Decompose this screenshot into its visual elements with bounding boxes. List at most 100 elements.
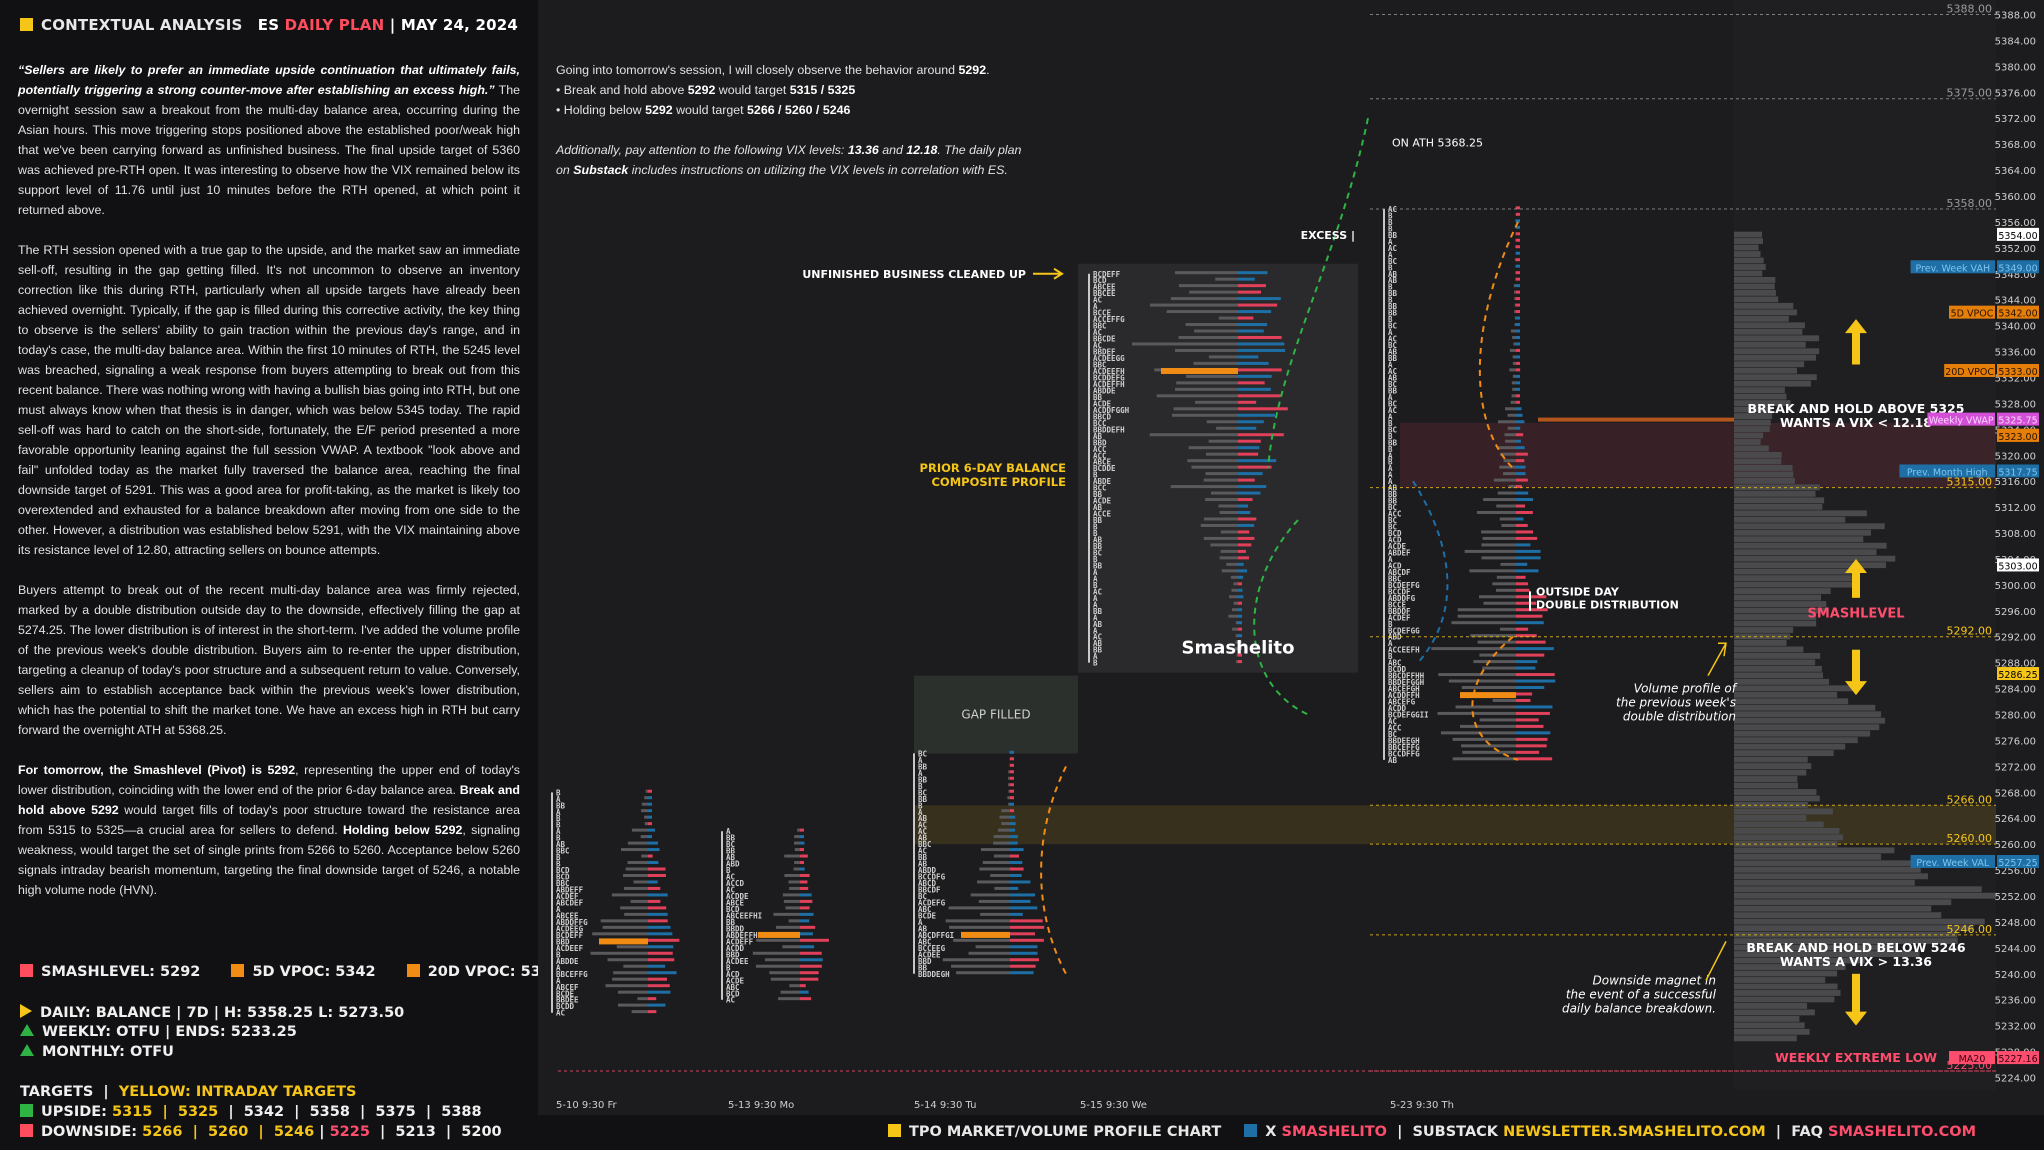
tpo-letters: ACDDFGGH xyxy=(1093,406,1130,415)
x-handle-link[interactable]: SMASHELITO xyxy=(1281,1124,1387,1140)
prev-week-volume-bar xyxy=(1734,309,1797,316)
tpo-letters: BCDDE xyxy=(1093,464,1116,473)
volume-bar-grey xyxy=(783,899,800,903)
tpo-letters: AB xyxy=(726,853,736,862)
price-tag-bg xyxy=(1997,558,2039,572)
volume-bar-grey xyxy=(1195,400,1238,404)
volume-bar xyxy=(1238,504,1248,508)
tpo-letters: AB xyxy=(1388,756,1398,765)
tpo-letters: A xyxy=(1388,639,1393,648)
tpo-letters: ACDEEGG xyxy=(1093,354,1125,363)
prev-week-volume-bar xyxy=(1734,244,1759,251)
tpo-letters: AC xyxy=(918,847,927,856)
tpo-letters: BB xyxy=(1093,542,1103,551)
volume-bar xyxy=(1516,387,1520,391)
tpo-letters: AC xyxy=(1388,205,1397,214)
volume-bar xyxy=(1238,394,1281,398)
volume-bar-grey xyxy=(794,835,800,839)
prev-week-volume-bar xyxy=(1734,341,1806,348)
tpo-letters: BCDEFF xyxy=(556,931,584,940)
tpo-letters: BC xyxy=(918,749,927,758)
volume-bar xyxy=(1516,277,1520,281)
tpo-letters: AB xyxy=(1388,484,1398,493)
tpo-letters: BC xyxy=(1388,341,1397,350)
volume-bar xyxy=(648,873,666,877)
plan-vix-note-2: on Substack includes instructions on uti… xyxy=(556,163,1008,177)
tpo-letters: BC xyxy=(1388,399,1397,408)
tpo-letters: AC xyxy=(726,996,735,1005)
volume-bar xyxy=(648,835,652,839)
volume-bar-grey xyxy=(1493,478,1516,482)
tpo-letters: BBCEFFG xyxy=(556,970,588,979)
volume-bar xyxy=(648,815,652,819)
tpo-letters: A xyxy=(1388,555,1393,564)
tpo-letters: ABCEE xyxy=(1093,283,1116,292)
tpo-letters: A xyxy=(918,769,923,778)
volume-bar-grey xyxy=(1008,802,1010,806)
prev-week-volume-bar xyxy=(1734,568,1854,575)
prev-week-volume-bar xyxy=(1734,918,1985,925)
tpo-letters: BBCEE xyxy=(1093,289,1116,298)
tpo-letters: BCDE xyxy=(556,989,575,998)
volume-bar xyxy=(1516,530,1534,534)
volume-bar xyxy=(1516,517,1524,521)
volume-bar xyxy=(1516,452,1528,456)
volume-bar-grey xyxy=(756,938,800,942)
price-tag-bg xyxy=(1997,227,2039,241)
volume-bar xyxy=(1010,867,1024,871)
prev-week-volume-bar xyxy=(1734,639,1787,646)
volume-bar xyxy=(800,861,804,865)
volume-bar-grey xyxy=(780,990,800,994)
y-tick-label: 5264.00 xyxy=(1995,814,2036,825)
prev-week-volume-bar xyxy=(1734,899,1952,906)
volume-bar-grey xyxy=(1512,374,1516,378)
tpo-letters: A xyxy=(1388,237,1393,246)
volume-bar xyxy=(1010,802,1014,806)
volume-bar-grey xyxy=(1233,582,1238,586)
volume-bar xyxy=(648,886,661,890)
volume-bar xyxy=(648,822,652,826)
volume-bar xyxy=(1516,536,1538,540)
vix-above-label: WANTS A VIX > 13.36 xyxy=(1780,954,1932,969)
arrow-down-icon xyxy=(1845,973,1867,1026)
orange-arc xyxy=(1478,221,1519,469)
volume-bar xyxy=(1238,446,1260,450)
volume-bar-grey xyxy=(1437,711,1516,715)
tpo-letters: A xyxy=(1388,477,1393,486)
tpo-letters: AC xyxy=(556,1009,565,1018)
volume-bar-grey xyxy=(1218,316,1238,320)
tpo-letters: ACDEE xyxy=(726,957,749,966)
faq-link[interactable]: SMASHELITO.COM xyxy=(1828,1124,1977,1140)
y-tick-label: 5384.00 xyxy=(1995,36,2036,47)
prev-week-volume-bar xyxy=(1734,477,1795,484)
volume-bar-grey xyxy=(980,912,1010,916)
volume-bar xyxy=(1516,724,1544,728)
volume-bar-grey xyxy=(1481,556,1516,560)
volume-bar xyxy=(1516,303,1520,307)
downside-targets: DOWNSIDE: 5266 | 5260 | 5246 | 5225 | 52… xyxy=(20,1124,502,1140)
prior-balance-label: PRIOR 6-DAY BALANCE xyxy=(920,461,1067,475)
volume-bar xyxy=(1516,582,1529,586)
tpo-letters: AB xyxy=(1093,536,1103,545)
tpo-letters: ABC xyxy=(1388,659,1402,668)
prev-week-volume-bar xyxy=(1734,516,1846,523)
prev-week-volume-bar xyxy=(1734,231,1762,238)
substack-link[interactable]: NEWSLETTER.SMASHELITO.COM xyxy=(1503,1124,1766,1140)
volume-bar xyxy=(1010,958,1039,962)
price-tag-label: 5303.00 xyxy=(1998,561,2037,572)
tpo-letters: AC xyxy=(918,821,927,830)
volume-bar xyxy=(648,893,668,897)
price-tag-label: Prev. Month High xyxy=(1907,467,1988,478)
tpo-letters: ABCDEF xyxy=(556,899,584,908)
prev-week-volume-bar xyxy=(1734,627,1794,633)
prev-week-volume-bar xyxy=(1734,510,1867,517)
prev-week-volume-bar xyxy=(1734,951,1920,958)
poc-bar xyxy=(1161,367,1238,374)
tpo-letters: BC xyxy=(918,788,927,797)
tpo-letters: B xyxy=(1093,523,1098,532)
volume-bar xyxy=(1238,323,1268,327)
prev-week-volume-bar xyxy=(1734,860,1923,867)
volume-bar-grey xyxy=(793,867,800,871)
volume-bar-grey xyxy=(1001,822,1010,826)
volume-bar-grey xyxy=(1512,355,1516,359)
